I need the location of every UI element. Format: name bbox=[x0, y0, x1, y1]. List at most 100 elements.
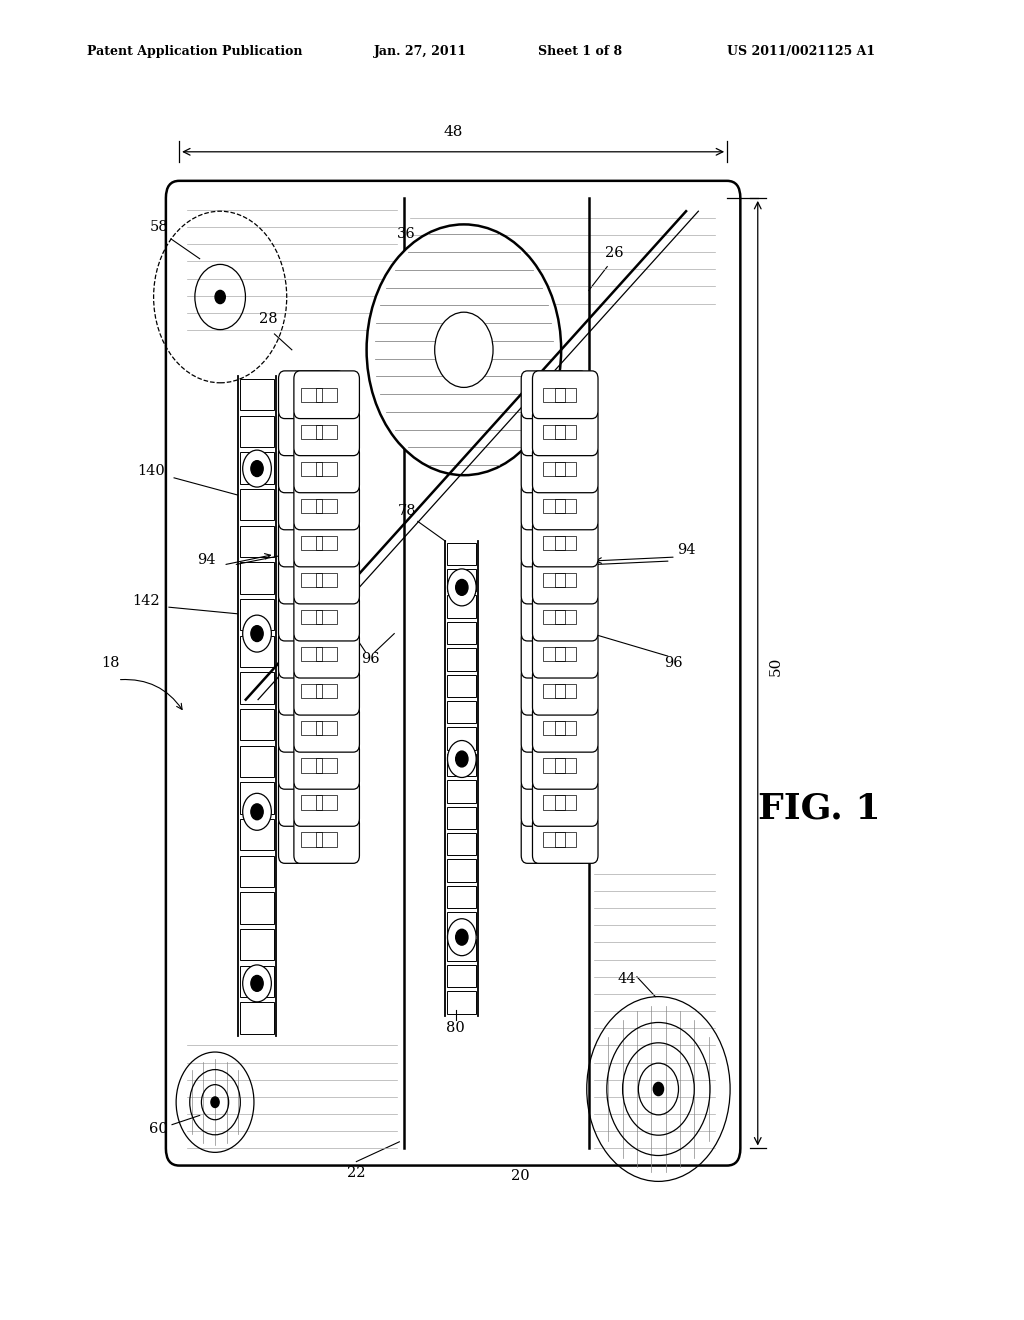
Bar bbox=[240, 636, 274, 667]
Bar bbox=[301, 388, 322, 401]
Text: 20: 20 bbox=[511, 1170, 529, 1183]
FancyBboxPatch shape bbox=[521, 631, 587, 678]
Text: Sheet 1 of 8: Sheet 1 of 8 bbox=[538, 45, 622, 58]
FancyBboxPatch shape bbox=[294, 668, 359, 715]
Bar bbox=[301, 536, 322, 550]
FancyBboxPatch shape bbox=[521, 519, 587, 566]
FancyBboxPatch shape bbox=[279, 593, 344, 642]
FancyBboxPatch shape bbox=[532, 445, 598, 492]
FancyBboxPatch shape bbox=[521, 371, 587, 418]
Text: 78: 78 bbox=[398, 504, 417, 517]
FancyBboxPatch shape bbox=[521, 668, 587, 715]
FancyBboxPatch shape bbox=[279, 816, 344, 863]
FancyBboxPatch shape bbox=[294, 631, 359, 678]
Text: FIG. 1: FIG. 1 bbox=[758, 792, 881, 825]
Circle shape bbox=[447, 569, 476, 606]
Text: 28: 28 bbox=[259, 313, 278, 326]
Bar bbox=[240, 818, 274, 850]
Bar bbox=[301, 573, 322, 587]
Bar bbox=[555, 721, 575, 735]
Bar bbox=[240, 599, 274, 630]
Bar bbox=[316, 388, 337, 401]
Text: 94: 94 bbox=[677, 544, 695, 557]
Bar bbox=[301, 499, 322, 513]
Bar bbox=[240, 416, 274, 447]
Bar bbox=[544, 721, 564, 735]
Bar bbox=[316, 499, 337, 513]
Bar bbox=[447, 648, 476, 671]
Bar bbox=[555, 758, 575, 772]
Text: 18: 18 bbox=[101, 656, 120, 669]
FancyBboxPatch shape bbox=[294, 816, 359, 863]
Circle shape bbox=[251, 626, 263, 642]
Text: 60: 60 bbox=[150, 1122, 168, 1135]
Bar bbox=[447, 859, 476, 882]
FancyBboxPatch shape bbox=[294, 779, 359, 826]
Bar bbox=[316, 758, 337, 772]
Circle shape bbox=[456, 751, 468, 767]
Text: 80: 80 bbox=[446, 1022, 465, 1035]
Bar bbox=[240, 929, 274, 960]
Circle shape bbox=[456, 579, 468, 595]
Bar bbox=[316, 610, 337, 624]
Bar bbox=[301, 647, 322, 661]
Bar bbox=[555, 536, 575, 550]
Bar bbox=[316, 573, 337, 587]
Bar bbox=[447, 833, 476, 855]
Circle shape bbox=[211, 1097, 219, 1107]
Bar bbox=[555, 388, 575, 401]
Circle shape bbox=[251, 804, 263, 820]
Text: 24: 24 bbox=[283, 524, 301, 537]
Bar bbox=[240, 562, 274, 594]
Text: 48: 48 bbox=[443, 125, 463, 139]
Bar bbox=[544, 388, 564, 401]
Text: Jan. 27, 2011: Jan. 27, 2011 bbox=[374, 45, 467, 58]
FancyBboxPatch shape bbox=[532, 705, 598, 752]
Bar bbox=[447, 622, 476, 644]
Circle shape bbox=[251, 461, 263, 477]
Bar bbox=[240, 490, 274, 520]
Bar bbox=[316, 833, 337, 846]
Bar bbox=[240, 709, 274, 741]
FancyBboxPatch shape bbox=[521, 742, 587, 789]
FancyBboxPatch shape bbox=[532, 371, 598, 418]
Bar bbox=[240, 892, 274, 924]
Bar bbox=[301, 833, 322, 846]
Bar bbox=[447, 991, 476, 1014]
FancyBboxPatch shape bbox=[532, 482, 598, 529]
FancyBboxPatch shape bbox=[521, 779, 587, 826]
Circle shape bbox=[243, 450, 271, 487]
FancyBboxPatch shape bbox=[294, 482, 359, 529]
Text: 58: 58 bbox=[150, 220, 168, 234]
Bar bbox=[447, 965, 476, 987]
FancyBboxPatch shape bbox=[294, 371, 359, 418]
Circle shape bbox=[243, 793, 271, 830]
Text: 50: 50 bbox=[769, 657, 783, 676]
FancyBboxPatch shape bbox=[521, 482, 587, 529]
Bar bbox=[301, 721, 322, 735]
FancyBboxPatch shape bbox=[294, 742, 359, 789]
Bar bbox=[555, 462, 575, 477]
Bar bbox=[447, 701, 476, 723]
FancyBboxPatch shape bbox=[279, 408, 344, 455]
Bar bbox=[301, 758, 322, 772]
Text: Patent Application Publication: Patent Application Publication bbox=[87, 45, 302, 58]
Bar bbox=[544, 536, 564, 550]
Bar bbox=[447, 886, 476, 908]
Bar bbox=[240, 525, 274, 557]
Bar bbox=[301, 462, 322, 477]
Bar bbox=[447, 543, 476, 565]
Bar bbox=[316, 647, 337, 661]
FancyBboxPatch shape bbox=[532, 742, 598, 789]
Text: 52: 52 bbox=[475, 352, 494, 366]
Circle shape bbox=[251, 975, 263, 991]
Text: 96: 96 bbox=[665, 656, 683, 669]
Bar bbox=[544, 499, 564, 513]
FancyBboxPatch shape bbox=[166, 181, 740, 1166]
Bar bbox=[240, 746, 274, 777]
FancyBboxPatch shape bbox=[279, 779, 344, 826]
FancyBboxPatch shape bbox=[532, 631, 598, 678]
Bar bbox=[240, 1002, 274, 1034]
Bar bbox=[555, 647, 575, 661]
Bar bbox=[316, 684, 337, 698]
